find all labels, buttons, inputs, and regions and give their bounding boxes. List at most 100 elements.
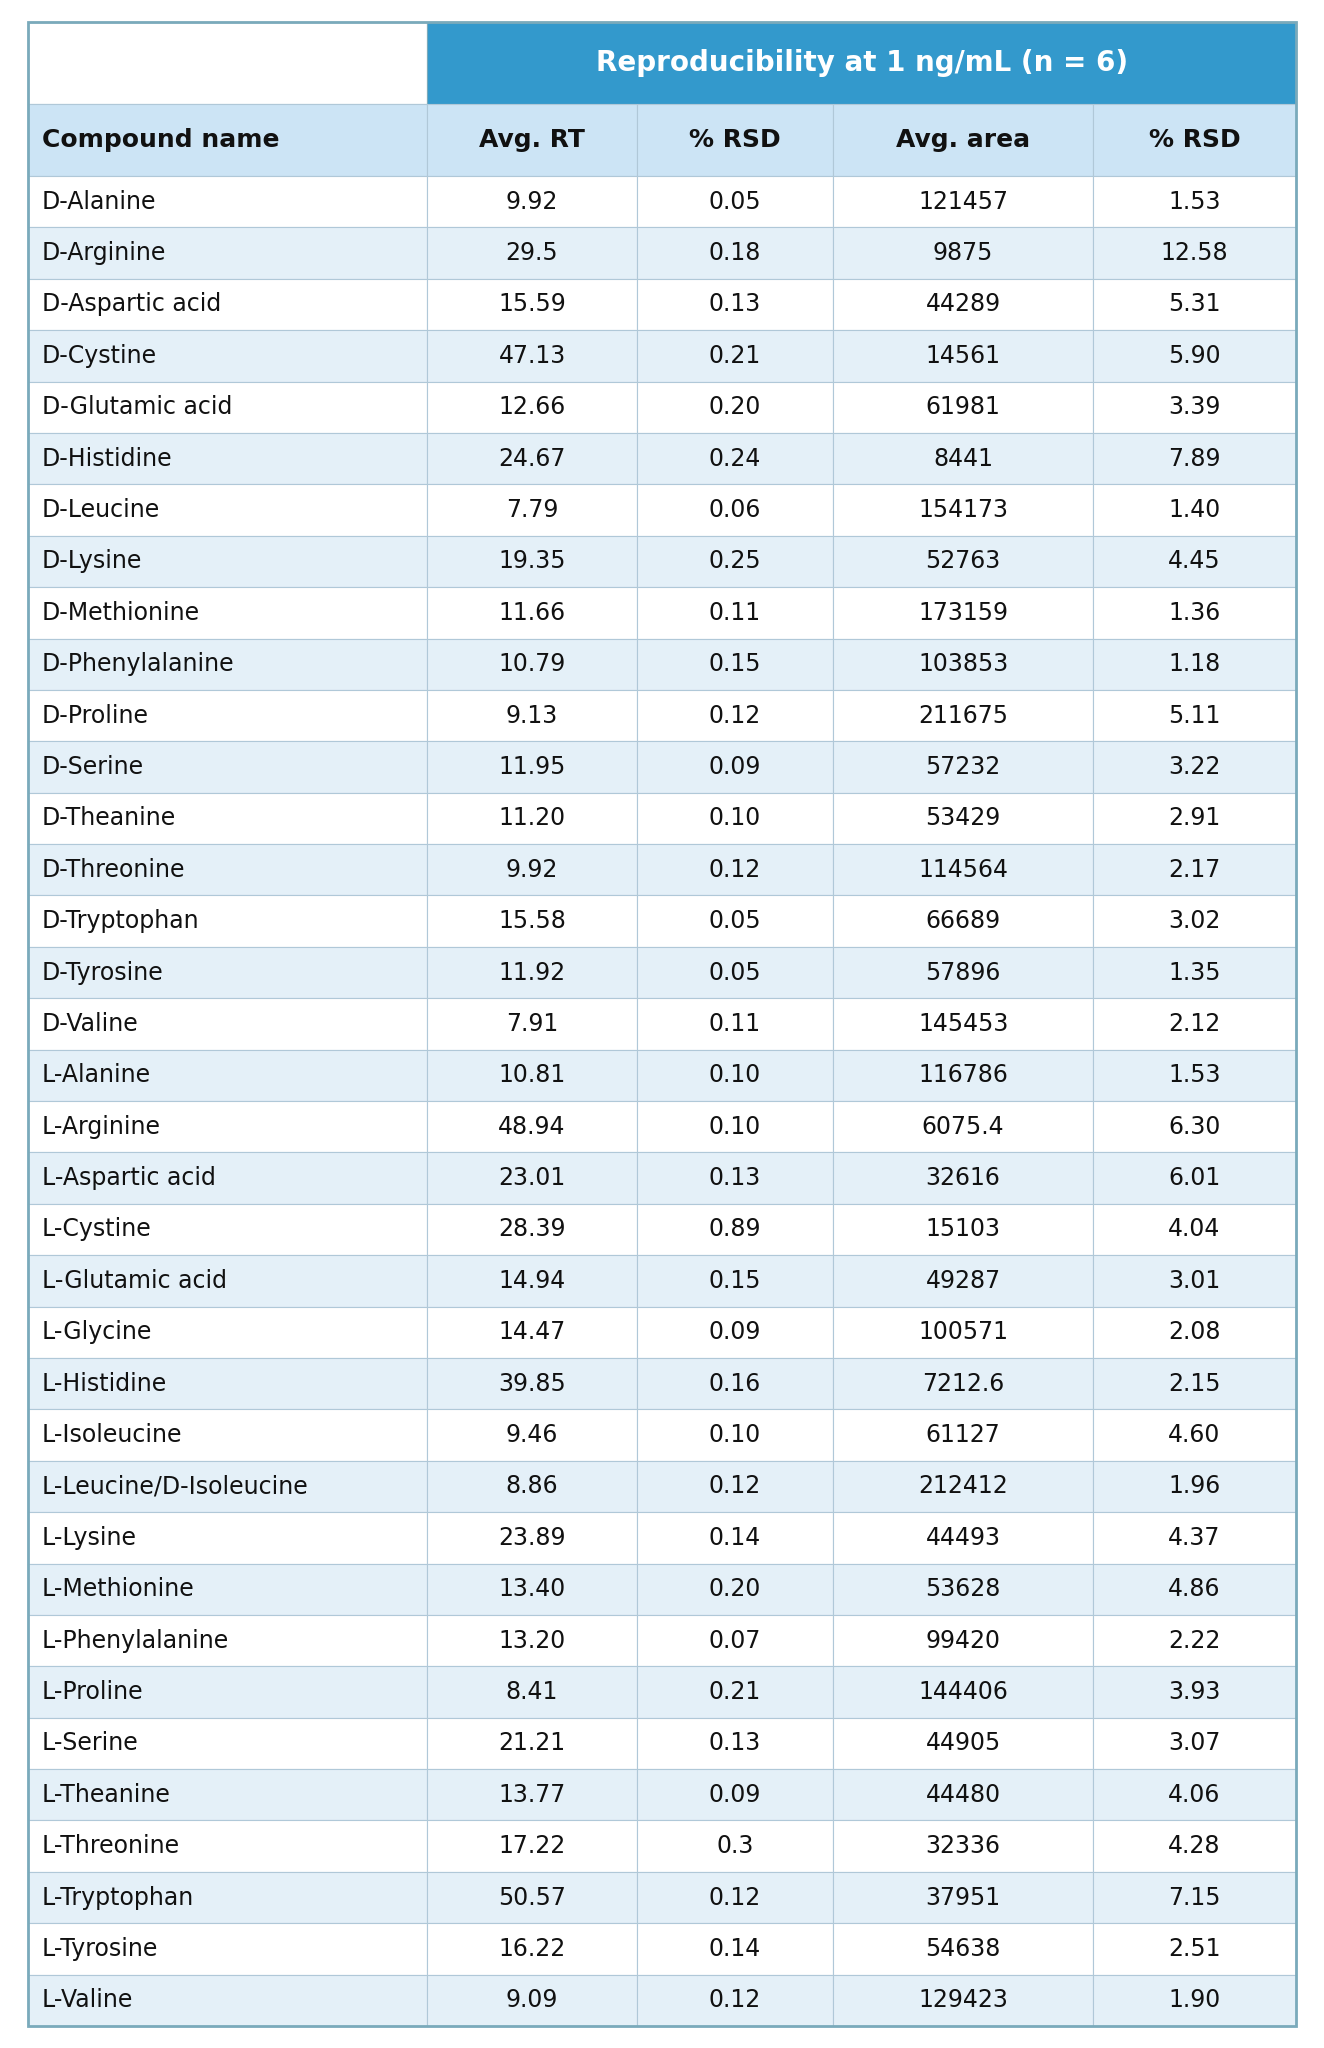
Bar [833,176,1094,227]
Bar [637,1511,833,1563]
Text: 0.20: 0.20 [708,395,761,420]
Text: 10.79: 10.79 [498,651,565,676]
Bar [28,279,428,330]
Text: 0.11: 0.11 [708,600,761,625]
Text: L-Serine: L-Serine [42,1731,139,1755]
Bar [428,1821,637,1872]
Text: L-Methionine: L-Methionine [42,1577,195,1602]
Text: D-Phenylalanine: D-Phenylalanine [42,651,234,676]
Text: 9.13: 9.13 [506,705,559,727]
Bar [637,1102,833,1153]
Bar [28,381,428,432]
Text: 29.5: 29.5 [506,242,559,264]
Text: 54638: 54638 [925,1937,1001,1960]
Bar [833,1358,1094,1409]
Text: 0.09: 0.09 [708,756,761,778]
Bar [637,1974,833,2025]
Bar [637,1460,833,1511]
Text: 1.53: 1.53 [1168,1063,1221,1087]
Text: 53628: 53628 [925,1577,1001,1602]
Bar [428,176,637,227]
Bar [1094,1204,1296,1255]
Text: 13.20: 13.20 [498,1628,565,1653]
Text: 11.20: 11.20 [498,807,565,829]
Bar [28,1769,428,1821]
Text: L-Glycine: L-Glycine [42,1321,152,1343]
Bar [428,1718,637,1769]
Bar [833,639,1094,690]
Bar [1094,1616,1296,1667]
Bar [428,1153,637,1204]
Text: 28.39: 28.39 [498,1217,565,1241]
Bar [637,1204,833,1255]
Text: 14.47: 14.47 [498,1321,565,1343]
Bar [1094,1974,1296,2025]
Text: 0.18: 0.18 [708,242,761,264]
Bar [833,1460,1094,1511]
Bar [637,227,833,279]
Bar [833,381,1094,432]
Text: 5.31: 5.31 [1168,293,1221,317]
Text: 103853: 103853 [918,651,1009,676]
Text: 9.92: 9.92 [506,190,559,213]
Text: 6.01: 6.01 [1169,1165,1221,1190]
Text: 4.60: 4.60 [1168,1423,1221,1448]
Bar [428,279,637,330]
Bar [637,483,833,537]
Text: 52763: 52763 [925,549,1001,573]
Bar [637,946,833,997]
Text: 3.39: 3.39 [1168,395,1221,420]
Bar [428,793,637,844]
Bar [428,432,637,483]
Bar [1094,1307,1296,1358]
Bar [428,1923,637,1974]
Text: 9.09: 9.09 [506,1989,559,2013]
Bar [1094,483,1296,537]
Bar [833,690,1094,741]
Bar [428,895,637,946]
Bar [428,1769,637,1821]
Bar [28,176,428,227]
Text: 121457: 121457 [918,190,1008,213]
Bar [428,639,637,690]
Text: 5.90: 5.90 [1168,344,1221,369]
Bar [637,1409,833,1460]
Bar [28,1102,428,1153]
Text: D-Alanine: D-Alanine [42,190,156,213]
Text: L-Alanine: L-Alanine [42,1063,151,1087]
Bar [637,330,833,381]
Text: D-Serine: D-Serine [42,756,144,778]
Text: 173159: 173159 [918,600,1008,625]
Text: % RSD: % RSD [688,127,781,152]
Bar [1094,741,1296,793]
Text: % RSD: % RSD [1149,127,1241,152]
Text: 1.53: 1.53 [1168,190,1221,213]
Text: 0.15: 0.15 [708,651,761,676]
Text: 0.05: 0.05 [708,961,761,985]
Bar [833,1974,1094,2025]
Bar [637,741,833,793]
Bar [833,483,1094,537]
Text: 0.24: 0.24 [708,446,761,471]
Text: 24.67: 24.67 [498,446,565,471]
Text: 57896: 57896 [925,961,1001,985]
Text: 0.05: 0.05 [708,190,761,213]
Bar [637,690,833,741]
Text: 9.46: 9.46 [506,1423,559,1448]
Text: 2.22: 2.22 [1168,1628,1221,1653]
Text: D-Histidine: D-Histidine [42,446,172,471]
Text: 0.16: 0.16 [708,1372,761,1395]
Text: 6075.4: 6075.4 [922,1114,1005,1139]
Bar [428,330,637,381]
Bar [428,690,637,741]
Text: 4.04: 4.04 [1168,1217,1221,1241]
Bar [1094,176,1296,227]
Text: 0.10: 0.10 [708,1063,761,1087]
Bar [833,844,1094,895]
Text: 53429: 53429 [925,807,1001,829]
Bar [637,432,833,483]
Bar [833,1511,1094,1563]
Text: 12.66: 12.66 [498,395,565,420]
Text: 4.28: 4.28 [1168,1835,1221,1858]
Text: 0.12: 0.12 [708,1475,761,1499]
